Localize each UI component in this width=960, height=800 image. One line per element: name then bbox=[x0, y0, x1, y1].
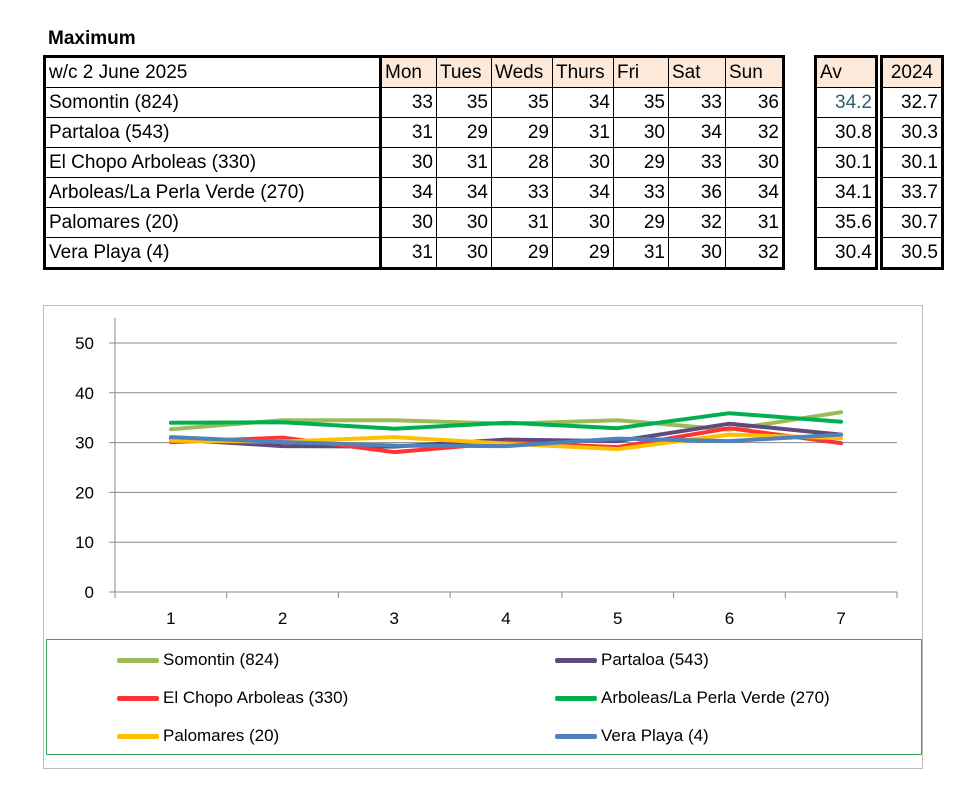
table-row: Palomares (20) 30 30 31 30 29 32 31 bbox=[43, 207, 785, 238]
legend-item: Arboleas/La Perla Verde (270) bbox=[555, 688, 830, 708]
legend-label: Arboleas/La Perla Verde (270) bbox=[601, 688, 830, 707]
y-tick-label: 30 bbox=[75, 434, 94, 453]
legend-swatch bbox=[555, 695, 597, 701]
temp-cell: 30 bbox=[436, 207, 492, 238]
max-temp-table: w/c 2 June 2025 Mon Tues Weds Thurs Fri Sat Sun… bbox=[43, 55, 785, 270]
legend-swatch bbox=[117, 733, 159, 739]
page-title: Maximum bbox=[48, 28, 136, 49]
y-tick-label: 50 bbox=[75, 334, 94, 353]
day-header-sun: Sun bbox=[725, 55, 785, 88]
temp-cell: 30 bbox=[668, 237, 726, 270]
table-row: Vera Playa (4) 31 30 29 29 31 30 32 bbox=[43, 237, 785, 270]
legend-item: Vera Playa (4) bbox=[555, 726, 709, 746]
temp-cell: 29 bbox=[491, 117, 553, 148]
legend-item: Somontin (824) bbox=[117, 650, 279, 670]
legend-label: Somontin (824) bbox=[163, 650, 280, 669]
station-name: Somontin (824) bbox=[43, 87, 382, 118]
legend-item: El Chopo Arboleas (330) bbox=[117, 688, 348, 708]
year-2024-cell: 30.3 bbox=[880, 117, 944, 148]
year-2024-cell: 30.1 bbox=[880, 147, 944, 178]
year-2024-cell: 33.7 bbox=[880, 177, 944, 208]
temp-cell: 29 bbox=[552, 237, 614, 270]
x-tick-label: 3 bbox=[390, 609, 399, 628]
temp-cell: 30 bbox=[436, 237, 492, 270]
y-tick-label: 40 bbox=[75, 384, 94, 403]
day-header-fri: Fri bbox=[613, 55, 669, 88]
series-line-4 bbox=[168, 411, 844, 431]
temp-cell: 35 bbox=[613, 87, 669, 118]
temp-cell: 33 bbox=[491, 177, 553, 208]
average-cell: 35.6 bbox=[814, 207, 878, 238]
day-header-tues: Tues bbox=[436, 55, 492, 88]
year-2024-table: 2024 32.7 30.3 30.1 33.7 30.7 30.5 bbox=[880, 55, 944, 270]
year-2024-cell: 32.7 bbox=[880, 87, 944, 118]
temp-cell: 30 bbox=[613, 117, 669, 148]
temp-cell: 35 bbox=[491, 87, 553, 118]
temp-cell: 29 bbox=[491, 237, 553, 270]
legend-item: Partaloa (543) bbox=[555, 650, 709, 670]
station-name: El Chopo Arboleas (330) bbox=[43, 147, 382, 178]
temp-cell: 32 bbox=[725, 237, 785, 270]
table-row: Arboleas/La Perla Verde (270) 34 34 33 34 33 3… bbox=[43, 177, 785, 208]
temp-cell: 30 bbox=[725, 147, 785, 178]
station-name: Vera Playa (4) bbox=[43, 237, 382, 270]
average-table: Av 34.2 30.8 30.1 34.1 35.6 30.4 bbox=[814, 55, 878, 270]
temp-cell: 34 bbox=[552, 177, 614, 208]
temp-cell: 31 bbox=[436, 147, 492, 178]
series-line-2 bbox=[168, 421, 844, 449]
day-header-weds: Weds bbox=[491, 55, 553, 88]
series-line-6 bbox=[168, 432, 844, 449]
legend-swatch bbox=[555, 733, 597, 739]
legend-label: Vera Playa (4) bbox=[601, 726, 709, 745]
temp-cell: 31 bbox=[380, 117, 437, 148]
y-tick-label: 20 bbox=[75, 483, 94, 502]
x-tick-label: 5 bbox=[613, 609, 622, 628]
x-tick-label: 4 bbox=[501, 609, 510, 628]
temp-cell: 33 bbox=[668, 87, 726, 118]
x-tick-label: 7 bbox=[836, 609, 845, 628]
table-header-row: w/c 2 June 2025 Mon Tues Weds Thurs Fri Sat Sun bbox=[43, 55, 785, 88]
temp-cell: 31 bbox=[613, 237, 669, 270]
av-header: Av bbox=[814, 55, 878, 88]
legend-swatch bbox=[117, 657, 159, 663]
temp-cell: 34 bbox=[380, 177, 437, 208]
y-tick-label: 0 bbox=[85, 583, 94, 602]
average-cell: 30.1 bbox=[814, 147, 878, 178]
average-cell: 34.1 bbox=[814, 177, 878, 208]
legend-label: Partaloa (543) bbox=[601, 650, 709, 669]
x-tick-label: 6 bbox=[725, 609, 734, 628]
y-tick-label: 10 bbox=[75, 533, 94, 552]
temp-cell: 33 bbox=[668, 147, 726, 178]
year-2024-header: 2024 bbox=[880, 55, 944, 88]
average-cell: 30.8 bbox=[814, 117, 878, 148]
legend-swatch bbox=[555, 657, 597, 663]
year-2024-cell: 30.5 bbox=[880, 237, 944, 270]
day-header-sat: Sat bbox=[668, 55, 726, 88]
average-cell: 30.4 bbox=[814, 237, 878, 270]
temp-cell: 34 bbox=[668, 117, 726, 148]
temp-cell: 31 bbox=[380, 237, 437, 270]
chart-legend: Somontin (824) Partaloa (543) El Chopo Arb… bbox=[46, 639, 922, 755]
x-tick-label: 2 bbox=[278, 609, 287, 628]
station-name: Palomares (20) bbox=[43, 207, 382, 238]
year-2024-cell: 30.7 bbox=[880, 207, 944, 238]
legend-label: Palomares (20) bbox=[163, 726, 280, 745]
chart-frame bbox=[43, 305, 923, 769]
x-tick-label: 1 bbox=[166, 609, 175, 628]
legend-item: Palomares (20) bbox=[117, 726, 279, 746]
temp-cell: 33 bbox=[613, 177, 669, 208]
week-label: w/c 2 June 2025 bbox=[43, 55, 382, 88]
temp-cell: 34 bbox=[725, 177, 785, 208]
legend-swatch bbox=[117, 695, 159, 701]
day-header-thurs: Thurs bbox=[552, 55, 614, 88]
temp-cell: 33 bbox=[380, 87, 437, 118]
legend-label: El Chopo Arboleas (330) bbox=[163, 688, 349, 707]
temp-cell: 30 bbox=[380, 207, 437, 238]
temp-cell: 30 bbox=[380, 147, 437, 178]
